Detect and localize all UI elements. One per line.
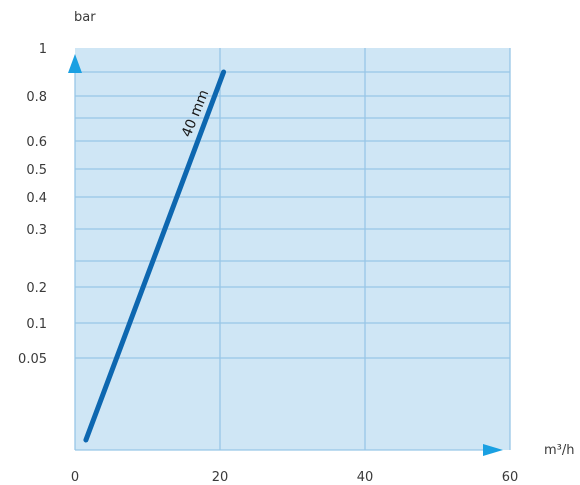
- y-tick-label: 0.5: [26, 163, 47, 178]
- plot-area: [75, 48, 510, 450]
- y-axis-arrow: [68, 54, 82, 73]
- tick-labels: 1 0.8 0.6 0.5 0.4 0.3 0.2 0.1 0.05 0 20 40 60: [18, 42, 518, 485]
- y-tick-label: 0.05: [18, 352, 47, 367]
- x-tick-label: 40: [357, 470, 374, 485]
- y-tick-label: 0.4: [26, 191, 47, 206]
- x-tick-label: 60: [502, 470, 519, 485]
- y-tick-label: 0.1: [26, 317, 47, 332]
- y-tick-label: 0.8: [26, 90, 47, 105]
- x-tick-label: 20: [212, 470, 229, 485]
- series-line-40mm: [83, 69, 227, 443]
- y-tick-label: 0.2: [26, 281, 47, 296]
- x-axis-unit-label: m³/h: [544, 443, 575, 458]
- y-tick-label: 0.3: [26, 223, 47, 238]
- y-tick-label: 1: [39, 42, 47, 57]
- y-tick-label: 0.6: [26, 135, 47, 150]
- grid: [75, 48, 511, 450]
- x-tick-label: 0: [71, 470, 79, 485]
- y-axis-unit-label: bar: [74, 10, 96, 25]
- series-layer: [83, 69, 227, 443]
- axes: [68, 54, 503, 456]
- x-axis-arrow: [483, 444, 503, 456]
